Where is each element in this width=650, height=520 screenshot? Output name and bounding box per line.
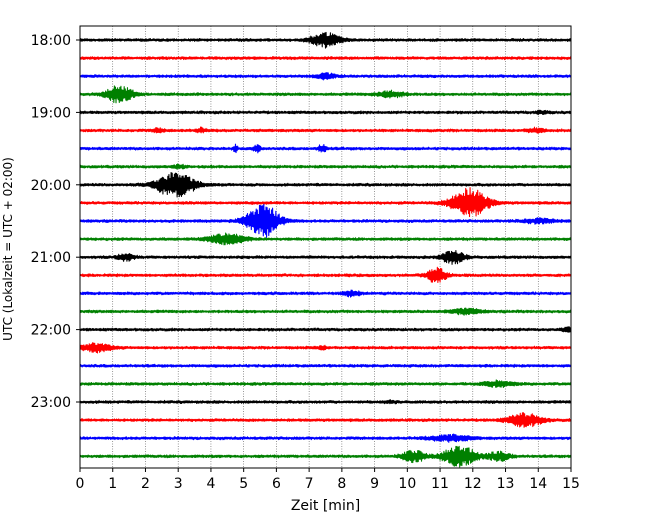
x-axis-label: Zeit [min] <box>291 498 360 514</box>
x-tick-label-9: 9 <box>370 476 379 492</box>
trace-1830 <box>79 72 572 81</box>
trace-lines <box>79 31 572 468</box>
trace-2000 <box>79 171 572 198</box>
x-tick-label-10: 10 <box>398 476 416 492</box>
trace-2145 <box>79 307 572 316</box>
x-tick-label-1: 1 <box>108 476 117 492</box>
x-tick-label-5: 5 <box>239 476 248 492</box>
trace-2315 <box>79 412 572 428</box>
x-tick-label-13: 13 <box>497 476 515 492</box>
x-tick-label-7: 7 <box>305 476 314 492</box>
y-tick-label-2200: 22:00 <box>31 323 71 339</box>
y-tick-label-2300: 23:00 <box>31 395 71 411</box>
trace-1945 <box>79 163 572 170</box>
trace-1800 <box>79 31 572 49</box>
y-tick-label-2100: 21:00 <box>31 250 71 266</box>
x-tick-label-8: 8 <box>337 476 346 492</box>
y-axis-ticks: 18:00 19:00 20:00 21:00 22:00 23:00 <box>31 33 80 411</box>
x-tick-label-14: 14 <box>529 476 547 492</box>
x-tick-label-2: 2 <box>141 476 150 492</box>
trace-1915 <box>79 126 572 134</box>
trace-2100 <box>79 250 572 265</box>
x-tick-label-3: 3 <box>174 476 183 492</box>
trace-2115 <box>79 266 572 283</box>
trace-2245 <box>79 379 572 388</box>
x-tick-label-6: 6 <box>272 476 281 492</box>
y-tick-label-1900: 19:00 <box>31 105 71 121</box>
trace-1900 <box>79 109 572 116</box>
trace-2300 <box>79 399 572 405</box>
x-tick-label-15: 15 <box>562 476 580 492</box>
trace-2015 <box>79 187 572 218</box>
trace-2345 <box>79 445 572 468</box>
trace-1815 <box>79 56 572 61</box>
x-tick-label-4: 4 <box>206 476 215 492</box>
trace-1845 <box>79 85 572 104</box>
trace-2130 <box>79 289 572 298</box>
trace-2330 <box>79 433 572 443</box>
plot-frame <box>79 25 572 469</box>
grid-lines <box>112 26 539 468</box>
x-tick-label-12: 12 <box>464 476 482 492</box>
trace-2045 <box>79 232 572 246</box>
trace-2230 <box>79 363 572 368</box>
x-tick-label-0: 0 <box>76 476 85 492</box>
y-tick-label-1800: 18:00 <box>31 33 71 49</box>
y-axis-label: UTC (Lokalzeit = UTC + 02:00) <box>1 157 15 341</box>
trace-2030 <box>79 203 572 238</box>
y-tick-label-2000: 20:00 <box>31 178 71 194</box>
x-tick-label-11: 11 <box>431 476 449 492</box>
x-axis-ticks: 0 1 2 3 4 5 6 7 8 9 10 11 12 13 14 15 <box>76 468 580 492</box>
trace-1930 <box>79 143 572 154</box>
trace-2200 <box>79 326 572 333</box>
trace-2215 <box>79 342 572 354</box>
